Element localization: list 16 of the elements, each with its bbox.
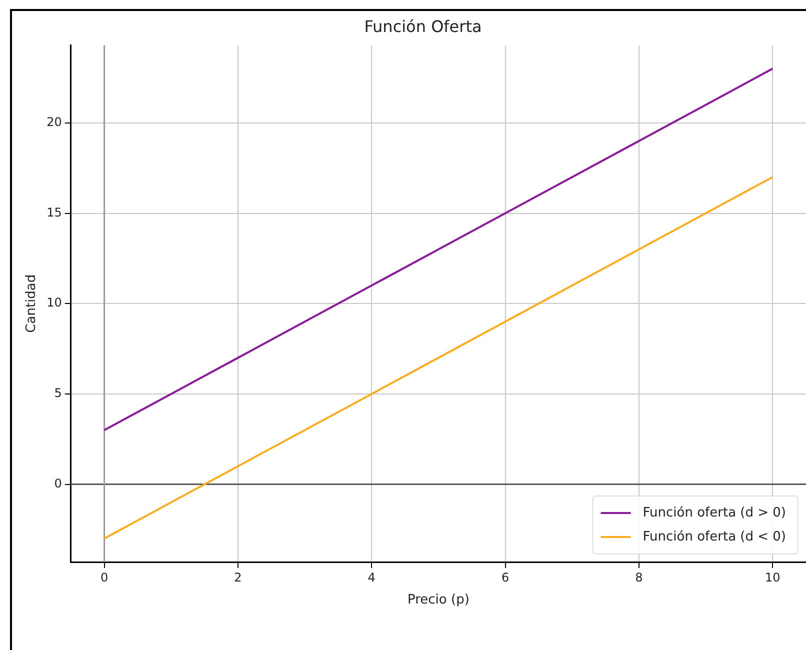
y-tick-label: 5: [54, 386, 62, 400]
legend-label: Función oferta (d < 0): [642, 529, 786, 544]
x-tick-label: 6: [501, 570, 510, 584]
x-tick-label: 4: [368, 570, 376, 584]
chart-title: Función Oferta: [364, 16, 482, 36]
x-axis-title: Precio (p): [407, 592, 470, 608]
y-tick-label: 10: [46, 296, 62, 310]
y-tick-label: 20: [46, 115, 62, 130]
x-tick-label: 8: [635, 570, 643, 584]
x-tick-label: 2: [234, 570, 242, 584]
y-tick-label: 15: [46, 205, 62, 220]
y-axis-title: Cantidad: [24, 274, 40, 333]
y-tick-label: 0: [54, 476, 62, 490]
legend-label: Función oferta (d > 0): [642, 505, 786, 520]
x-tick-label: 0: [100, 570, 108, 584]
x-tick-label: 10: [764, 570, 780, 584]
